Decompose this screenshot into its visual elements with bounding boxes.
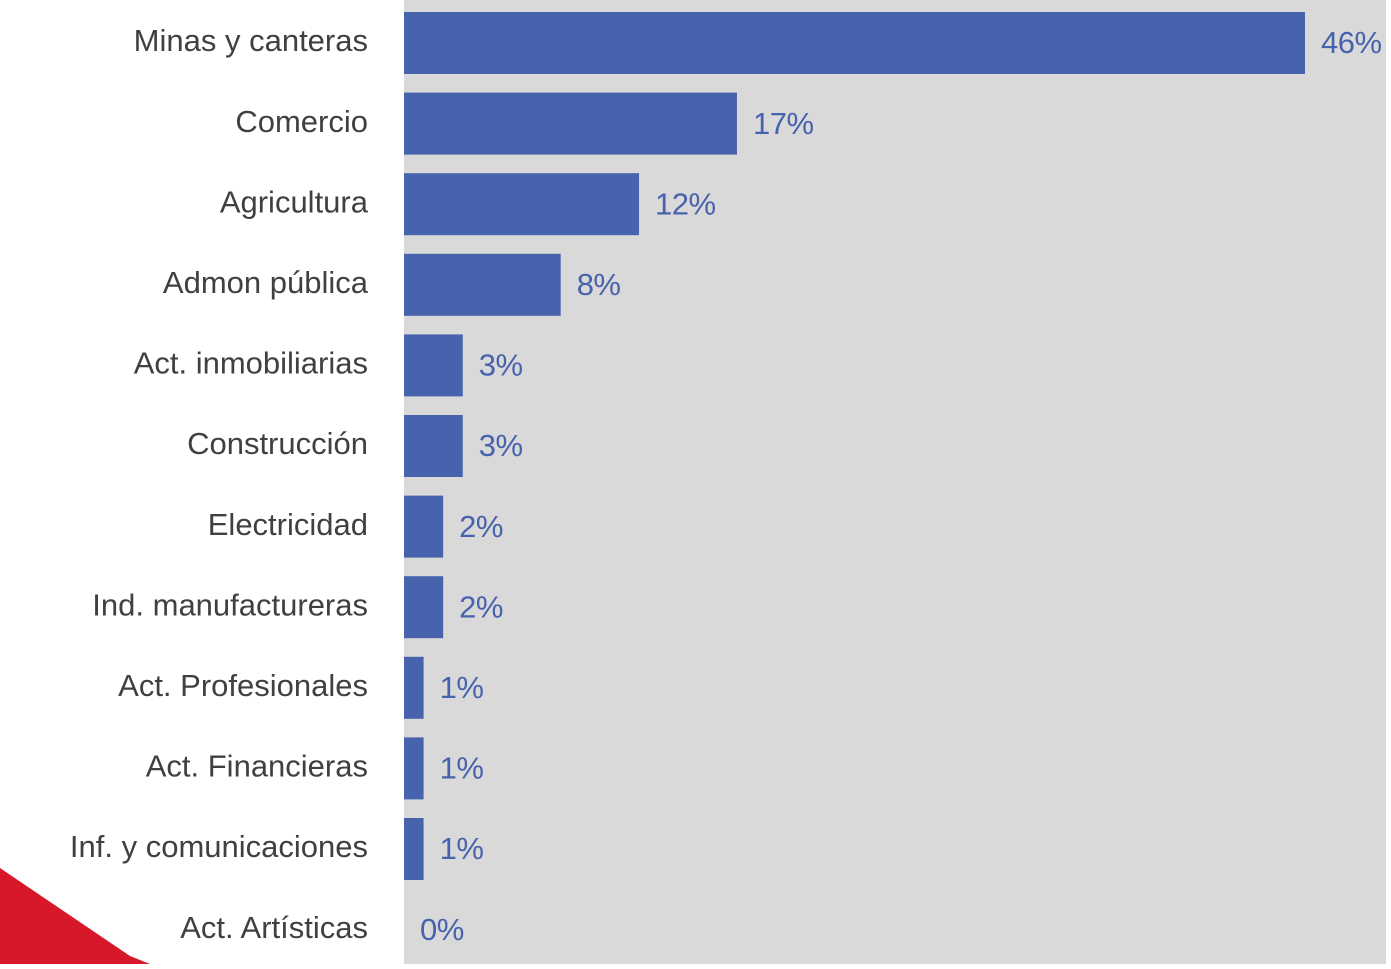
value-label-6: 2% bbox=[459, 509, 503, 544]
category-label-6: Electricidad bbox=[208, 507, 368, 542]
value-label-1: 17% bbox=[753, 106, 814, 141]
value-label-2: 12% bbox=[655, 186, 716, 221]
value-label-9: 1% bbox=[440, 751, 484, 786]
category-label-4: Act. inmobiliarias bbox=[134, 346, 368, 381]
corner-accent-shape bbox=[0, 868, 150, 964]
bar-5 bbox=[404, 415, 463, 477]
value-label-8: 1% bbox=[440, 670, 484, 705]
category-label-11: Act. Artísticas bbox=[180, 910, 368, 945]
category-label-5: Construcción bbox=[187, 426, 368, 461]
bar-7 bbox=[404, 576, 444, 639]
bar-8 bbox=[404, 656, 424, 719]
plot-area bbox=[404, 0, 1386, 964]
value-label-5: 3% bbox=[479, 428, 523, 463]
bar-1 bbox=[404, 92, 737, 155]
value-label-4: 3% bbox=[479, 348, 523, 383]
value-label-0: 46% bbox=[1321, 25, 1382, 60]
category-label-10: Inf. y comunicaciones bbox=[70, 829, 368, 864]
category-label-8: Act. Profesionales bbox=[118, 668, 368, 703]
bar-2 bbox=[404, 173, 640, 236]
bar-10 bbox=[404, 818, 424, 880]
category-label-0: Minas y canteras bbox=[134, 23, 368, 58]
category-label-9: Act. Financieras bbox=[146, 749, 368, 784]
category-label-2: Agricultura bbox=[220, 184, 369, 219]
category-label-7: Ind. manufactureras bbox=[92, 587, 368, 622]
bar-3 bbox=[404, 253, 561, 316]
bar-4 bbox=[404, 334, 463, 397]
bar-9 bbox=[404, 737, 424, 800]
bar-6 bbox=[404, 495, 444, 558]
value-label-7: 2% bbox=[459, 589, 503, 624]
value-label-3: 8% bbox=[577, 267, 621, 302]
bar-0 bbox=[404, 12, 1305, 74]
category-label-3: Admon pública bbox=[163, 265, 369, 300]
category-label-1: Comercio bbox=[235, 104, 368, 139]
value-label-11: 0% bbox=[420, 912, 464, 947]
value-label-10: 1% bbox=[440, 831, 484, 866]
